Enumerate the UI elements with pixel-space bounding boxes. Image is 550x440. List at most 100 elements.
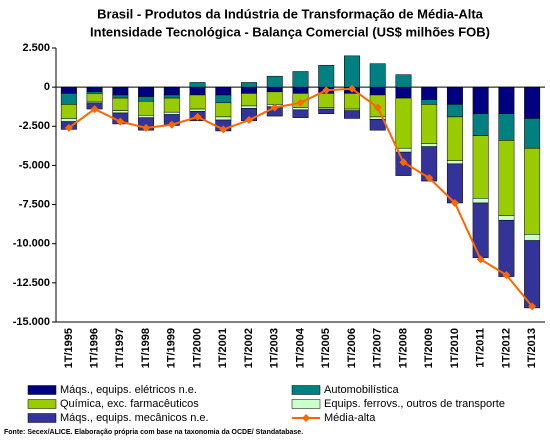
x-tick-label: 1T/2012 <box>500 328 512 368</box>
bar-segment <box>498 140 515 216</box>
bar-segment <box>60 118 77 122</box>
line-marker <box>219 125 228 134</box>
bar-segment <box>446 86 463 105</box>
x-tick-label: 1T/1998 <box>140 328 152 368</box>
bar-segment <box>524 118 541 149</box>
bar-segment <box>112 94 129 99</box>
legend-label: Máqs., equips. elétricos n.e. <box>60 384 197 396</box>
bar-segment <box>395 74 412 88</box>
bar-segment <box>472 86 489 115</box>
x-tick-label: 1T/2001 <box>217 328 229 368</box>
bar-segment <box>138 100 155 116</box>
bar-segment <box>421 104 438 144</box>
bar-segment <box>266 75 283 88</box>
bar-segment <box>369 86 386 96</box>
bar-segment <box>241 86 257 94</box>
bar-segment <box>344 110 360 119</box>
line-marker <box>142 123 151 132</box>
bar-segment <box>524 147 541 235</box>
bar-segment <box>318 108 335 115</box>
line-marker <box>64 123 73 132</box>
x-tick-label: 1T/1999 <box>166 328 178 368</box>
x-tick-label: 1T/2002 <box>243 328 255 368</box>
bar-segment <box>189 82 206 88</box>
bar-segment <box>163 86 180 96</box>
bar-segment <box>292 71 309 88</box>
bar-segment <box>498 215 515 221</box>
bar-segment <box>421 99 438 105</box>
bar-segment <box>446 160 463 165</box>
bar-segment <box>524 234 541 241</box>
line-marker <box>296 98 305 107</box>
legend-label: Automobilística <box>324 384 399 396</box>
legend-swatch <box>27 385 57 395</box>
x-tick-label: 1T/2008 <box>397 328 409 368</box>
line-marker <box>399 158 408 167</box>
bar-segment <box>60 104 77 119</box>
bar-segment <box>241 105 257 109</box>
y-tick-label: -7.500 <box>19 198 50 210</box>
bar-segment <box>266 86 283 93</box>
bar-segment <box>446 116 463 161</box>
bar-segment <box>472 198 489 204</box>
line-marker <box>167 120 176 129</box>
bar-segment <box>524 86 541 119</box>
y-tick-label: 2.500 <box>22 42 50 54</box>
y-tick-label: -15.000 <box>13 316 50 328</box>
bar-segment <box>344 55 360 88</box>
bar-segment <box>189 86 206 96</box>
bar-segment <box>138 115 155 118</box>
bar-segment <box>266 91 283 105</box>
chart-title: Brasil - Produtos da Indústria de Transf… <box>97 6 484 21</box>
legend-swatch <box>27 399 57 409</box>
x-tick-label: 1T/2004 <box>294 327 306 368</box>
bar-segment <box>215 86 232 96</box>
x-tick-label: 1T/2003 <box>269 328 281 368</box>
legend-label: Equips. ferrovs., outros de transporte <box>324 398 505 410</box>
bar-segment <box>421 86 438 100</box>
line-marker <box>476 255 485 264</box>
y-tick-label: -10.000 <box>13 238 50 250</box>
legend-swatch <box>291 399 321 409</box>
bar-segment <box>498 86 515 115</box>
chart-subtitle: Intensidade Tecnológica - Balança Comerc… <box>90 24 490 39</box>
bar-segment <box>498 219 515 277</box>
bar-segment <box>472 135 489 199</box>
legend-swatch <box>27 413 57 423</box>
bar-segment <box>138 86 155 97</box>
y-tick-label: -2.500 <box>19 120 50 132</box>
x-tick-label: 1T/2013 <box>526 328 538 368</box>
x-tick-label: 1T/1995 <box>63 328 75 368</box>
line-marker <box>90 105 99 114</box>
x-tick-label: 1T/2005 <box>320 328 332 368</box>
bar-segment <box>138 96 155 102</box>
bar-segment <box>163 94 180 99</box>
line-marker <box>270 103 279 112</box>
bar-segment <box>318 64 335 88</box>
bar-segment <box>446 104 463 118</box>
y-tick-label: 0 <box>44 81 50 93</box>
x-tick-label: 1T/2000 <box>191 328 203 368</box>
bar-segment <box>524 240 541 309</box>
y-tick-label: -5.000 <box>19 159 50 171</box>
x-tick-label: 1T/2011 <box>475 328 487 368</box>
bar-segment <box>163 97 180 113</box>
bar-segment <box>292 107 309 111</box>
legend-label: Média-alta <box>324 412 376 424</box>
line-marker <box>193 112 202 121</box>
source-note: Fonte: Secex/ALICE. Elaboração própria c… <box>4 429 303 436</box>
bar-segment <box>112 97 129 111</box>
bar-segment <box>498 113 515 141</box>
legend-swatch <box>291 385 321 395</box>
line-marker <box>373 103 382 112</box>
bar-segment <box>189 108 206 112</box>
line-marker <box>116 117 125 126</box>
bar-segment <box>60 93 77 105</box>
line-marker <box>245 116 254 125</box>
line-marker <box>450 199 459 208</box>
bar-segment <box>241 82 257 88</box>
bar-segment <box>395 86 412 99</box>
bar-segment <box>395 97 412 149</box>
bar-segment <box>421 143 438 147</box>
